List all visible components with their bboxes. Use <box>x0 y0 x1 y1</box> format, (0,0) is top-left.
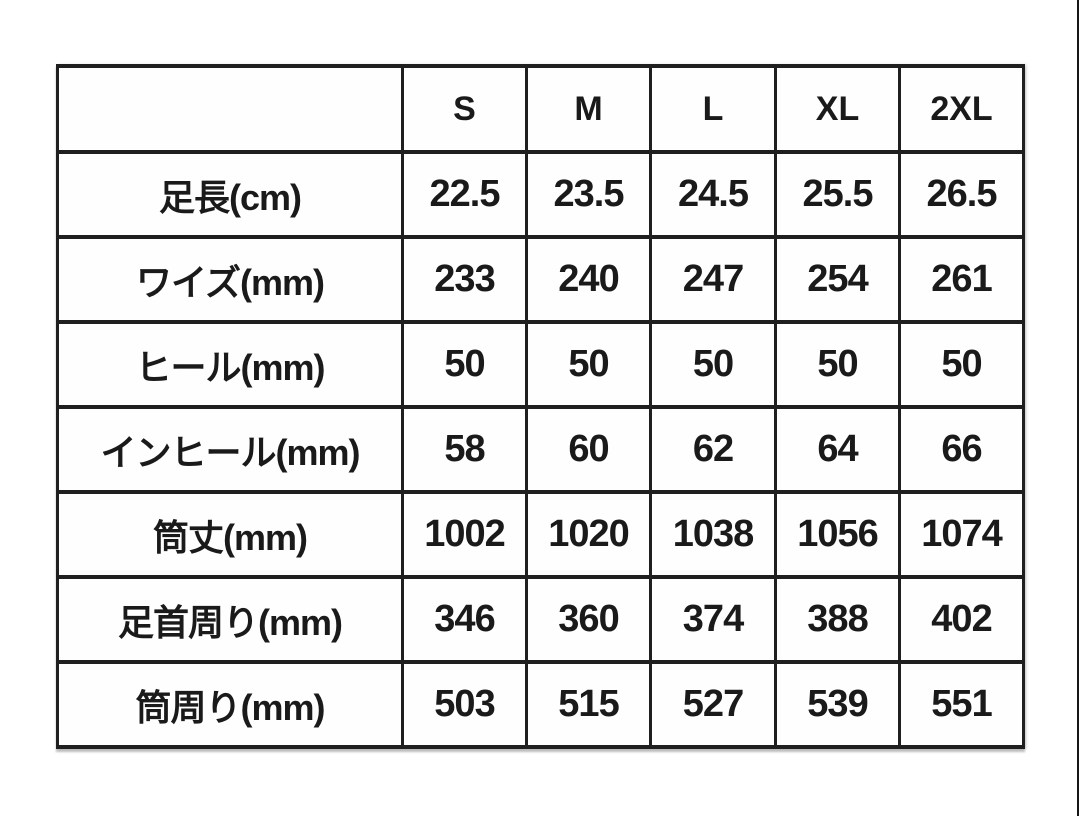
value-cell: 503 <box>401 660 528 749</box>
row-label-shaft-height: 筒丈(mm) <box>56 490 404 579</box>
size-header-xl: XL <box>774 64 901 154</box>
size-header-l: L <box>649 64 777 154</box>
value-cell: 515 <box>525 660 652 749</box>
table-row-in-heel: インヒール(mm) 58 60 62 64 66 <box>56 405 1025 494</box>
value-cell: 50 <box>401 320 528 409</box>
table-row-shaft-height: 筒丈(mm) 1002 1020 1038 1056 1074 <box>56 490 1025 579</box>
value-cell: 60 <box>525 405 652 494</box>
value-cell: 26.5 <box>898 150 1025 239</box>
value-cell: 254 <box>774 235 901 324</box>
value-cell: 360 <box>525 575 652 664</box>
value-cell: 247 <box>649 235 777 324</box>
value-cell: 388 <box>774 575 901 664</box>
table-row-shaft-circumference: 筒周り(mm) 503 515 527 539 551 <box>56 660 1025 749</box>
value-cell: 58 <box>401 405 528 494</box>
row-label-shaft-circumference: 筒周り(mm) <box>56 660 404 749</box>
row-label-foot-length: 足長(cm) <box>56 150 404 239</box>
value-cell: 551 <box>898 660 1025 749</box>
value-cell: 25.5 <box>774 150 901 239</box>
value-cell: 24.5 <box>649 150 777 239</box>
row-label-in-heel: インヒール(mm) <box>56 405 404 494</box>
value-cell: 50 <box>774 320 901 409</box>
value-cell: 374 <box>649 575 777 664</box>
row-label-width: ワイズ(mm) <box>56 235 404 324</box>
value-cell: 240 <box>525 235 652 324</box>
photo-edge-line <box>1077 0 1079 816</box>
value-cell: 62 <box>649 405 777 494</box>
value-cell: 22.5 <box>401 150 528 239</box>
row-label-heel: ヒール(mm) <box>56 320 404 409</box>
table-row-foot-length: 足長(cm) 22.5 23.5 24.5 25.5 26.5 <box>56 150 1025 239</box>
value-cell: 233 <box>401 235 528 324</box>
value-cell: 1020 <box>525 490 652 579</box>
value-cell: 50 <box>898 320 1025 409</box>
value-cell: 261 <box>898 235 1025 324</box>
size-chart-table: S M L XL 2XL 足長(cm) 22.5 23.5 24.5 25.5 … <box>56 64 1025 749</box>
size-header-m: M <box>525 64 652 154</box>
table-row-width: ワイズ(mm) 233 240 247 254 261 <box>56 235 1025 324</box>
table-row-heel: ヒール(mm) 50 50 50 50 50 <box>56 320 1025 409</box>
value-cell: 64 <box>774 405 901 494</box>
value-cell: 50 <box>525 320 652 409</box>
table-row-ankle-circumference: 足首周り(mm) 346 360 374 388 402 <box>56 575 1025 664</box>
value-cell: 527 <box>649 660 777 749</box>
size-header-2xl: 2XL <box>898 64 1025 154</box>
value-cell: 1002 <box>401 490 528 579</box>
value-cell: 1056 <box>774 490 901 579</box>
value-cell: 23.5 <box>525 150 652 239</box>
row-label-ankle-circumference: 足首周り(mm) <box>56 575 404 664</box>
value-cell: 66 <box>898 405 1025 494</box>
value-cell: 346 <box>401 575 528 664</box>
corner-cell <box>56 64 404 154</box>
value-cell: 539 <box>774 660 901 749</box>
value-cell: 402 <box>898 575 1025 664</box>
value-cell: 1074 <box>898 490 1025 579</box>
size-header-s: S <box>401 64 528 154</box>
value-cell: 50 <box>649 320 777 409</box>
header-row: S M L XL 2XL <box>56 64 1025 154</box>
value-cell: 1038 <box>649 490 777 579</box>
